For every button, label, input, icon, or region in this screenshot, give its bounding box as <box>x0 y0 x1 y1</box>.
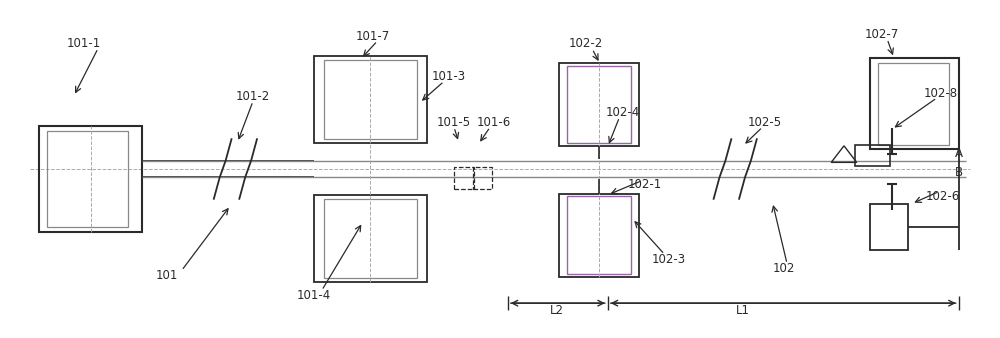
Text: 101-7: 101-7 <box>355 30 390 43</box>
Text: L2: L2 <box>550 304 564 317</box>
Bar <box>567 66 631 143</box>
Bar <box>324 60 417 139</box>
Bar <box>454 167 474 189</box>
Text: 101-6: 101-6 <box>477 116 511 129</box>
Text: 101-5: 101-5 <box>437 116 471 129</box>
Bar <box>559 63 639 146</box>
Text: 102-4: 102-4 <box>605 106 640 119</box>
Text: 101-1: 101-1 <box>66 37 101 50</box>
Bar <box>567 196 631 274</box>
Bar <box>870 58 959 149</box>
Text: 101: 101 <box>156 269 178 282</box>
Text: 101-3: 101-3 <box>432 70 466 83</box>
Bar <box>878 63 949 145</box>
Bar <box>324 199 417 278</box>
Text: 102-2: 102-2 <box>569 37 603 50</box>
Text: 102: 102 <box>773 262 795 275</box>
Bar <box>855 145 890 166</box>
Bar <box>314 195 426 282</box>
Bar <box>47 131 128 227</box>
Text: L1: L1 <box>736 304 750 317</box>
Text: 102-5: 102-5 <box>748 116 782 129</box>
Bar <box>473 167 492 189</box>
Text: 102-6: 102-6 <box>926 190 960 203</box>
Bar <box>39 126 142 232</box>
Text: 102-1: 102-1 <box>628 178 662 191</box>
Text: B: B <box>955 167 963 179</box>
Text: 101-4: 101-4 <box>297 289 331 302</box>
Text: 102-8: 102-8 <box>924 87 958 100</box>
Bar <box>870 204 908 250</box>
Text: 102-3: 102-3 <box>651 252 686 266</box>
Text: 101-2: 101-2 <box>236 90 270 103</box>
Bar <box>314 56 426 143</box>
Bar <box>559 194 639 276</box>
Text: A: A <box>955 147 963 160</box>
Text: 102-7: 102-7 <box>865 28 899 41</box>
